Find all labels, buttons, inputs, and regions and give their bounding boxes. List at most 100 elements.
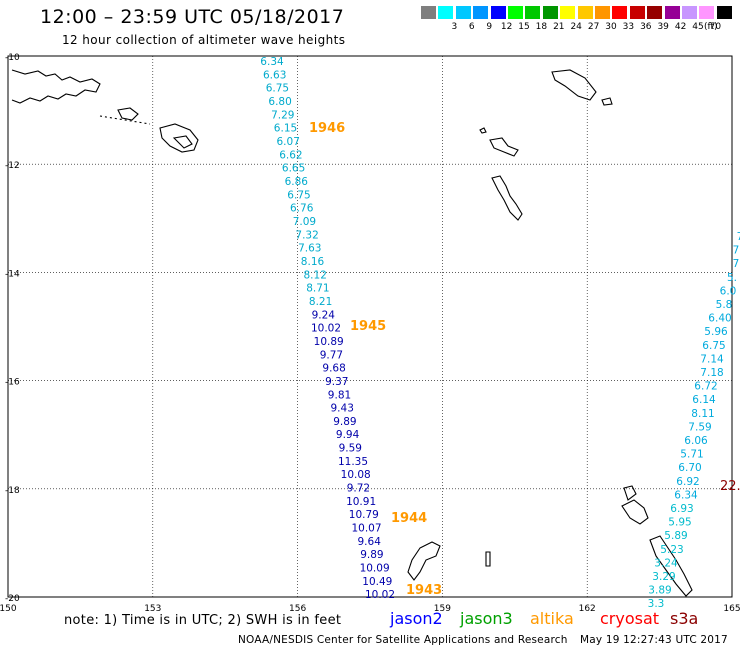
swh-value: 9.94 bbox=[336, 429, 360, 441]
legend-swatch bbox=[490, 6, 506, 19]
swh-value: 7 bbox=[733, 245, 740, 257]
swh-value: 6.86 bbox=[285, 176, 309, 188]
pass-time-label: 1945 bbox=[350, 319, 386, 334]
coastline-solomons-2 bbox=[601, 97, 613, 106]
legend-swatch bbox=[473, 6, 489, 19]
swh-value: 6.14 bbox=[692, 394, 716, 406]
swh-value: 9.89 bbox=[360, 549, 383, 561]
legend-label: 39 bbox=[657, 22, 669, 32]
swh-value: 7.18 bbox=[700, 367, 723, 379]
legend-swatch bbox=[699, 6, 715, 19]
swh-value: 3.3 bbox=[648, 598, 665, 610]
legend-label: 30 bbox=[605, 22, 617, 32]
coastlines bbox=[11, 69, 693, 597]
cryosat-value: 22. bbox=[720, 479, 740, 494]
legend-swatch bbox=[629, 6, 645, 19]
swh-value: 9.77 bbox=[320, 349, 343, 361]
swh-value: 6.62 bbox=[279, 149, 302, 161]
swh-value: 10.07 bbox=[351, 523, 381, 535]
swh-value: 6.80 bbox=[268, 96, 291, 108]
swh-value: 5. bbox=[727, 272, 737, 284]
legend-label: 15 bbox=[518, 22, 530, 32]
swh-value: 8.11 bbox=[691, 408, 714, 420]
swh-value: 5.89 bbox=[664, 530, 687, 542]
lon-tick-label: 165 bbox=[723, 604, 740, 614]
swh-value: 9.72 bbox=[347, 483, 370, 495]
legend-unit: (ft) bbox=[704, 22, 718, 32]
swh-value: 10.89 bbox=[314, 336, 344, 348]
legend-label: 45 bbox=[692, 22, 704, 32]
swh-value: 10.02 bbox=[311, 323, 341, 335]
swh-value: 9.68 bbox=[322, 363, 345, 375]
swh-value: 10.08 bbox=[341, 469, 371, 481]
swh-value: 7.32 bbox=[295, 229, 318, 241]
swh-value: 6.06 bbox=[684, 435, 708, 447]
pass-time-label: 1944 bbox=[391, 511, 427, 526]
swh-value: 7.29 bbox=[271, 109, 294, 121]
swh-value: 7 bbox=[733, 258, 740, 270]
coastline-chesterfield bbox=[407, 541, 441, 581]
coastline-chesterfield-2 bbox=[485, 551, 491, 567]
legend-swatch bbox=[664, 6, 680, 19]
coastline-louisiade-1 bbox=[159, 123, 199, 153]
coastline-dentrecasteaux bbox=[117, 107, 139, 121]
swh-value: 10.49 bbox=[362, 576, 392, 588]
page-title: 12:00 – 23:59 UTC 05/18/2017 bbox=[40, 6, 345, 28]
swh-value: 6.75 bbox=[266, 83, 289, 95]
swh-value: 10.91 bbox=[346, 496, 376, 508]
pass-time-label: 1946 bbox=[309, 121, 345, 136]
coastline-new-caledonia bbox=[623, 485, 637, 501]
credit-text: NOAA/NESDIS Center for Satellite Applica… bbox=[238, 634, 568, 646]
swh-value: 6.07 bbox=[277, 136, 300, 148]
legend-swatch bbox=[525, 6, 541, 19]
swh-value: 9.37 bbox=[325, 376, 348, 388]
coastline-new-guinea-se bbox=[11, 69, 101, 104]
lat-tick-label: -16 bbox=[5, 378, 20, 388]
swh-value: 6.72 bbox=[694, 381, 717, 393]
swh-value: 6.34 bbox=[260, 56, 284, 68]
legend-swatch bbox=[542, 6, 558, 19]
lon-tick-label: 159 bbox=[434, 604, 451, 614]
legend-label: 3 bbox=[451, 22, 458, 32]
lat-tick-label: -14 bbox=[5, 269, 20, 279]
lat-tick-label: -18 bbox=[5, 486, 20, 496]
satellite-s3a: s3a bbox=[670, 609, 699, 628]
legend-swatch bbox=[716, 6, 732, 19]
swh-value: 5.96 bbox=[704, 326, 728, 338]
swh-value: 9.64 bbox=[358, 536, 382, 548]
legend-label: 9 bbox=[486, 22, 493, 32]
footer-note: note: 1) Time is in UTC; 2) SWH is in fe… bbox=[64, 613, 342, 628]
legend-label: 6 bbox=[468, 22, 475, 32]
swh-value: 6.65 bbox=[282, 163, 305, 175]
coastline-santa-cruz bbox=[489, 137, 519, 157]
swh-value: 6.40 bbox=[708, 313, 731, 325]
swh-value: 9.89 bbox=[333, 416, 356, 428]
coastline-new-caledonia-2 bbox=[621, 499, 649, 525]
lon-tick-label: 162 bbox=[579, 604, 596, 614]
swh-value: 9.24 bbox=[312, 309, 336, 321]
swh-value: 3.29 bbox=[652, 571, 675, 583]
swh-value: 7.09 bbox=[293, 216, 316, 228]
swh-value: 7.14 bbox=[700, 353, 724, 365]
coastline-louisiade-2 bbox=[172, 135, 193, 149]
swh-value: 8.21 bbox=[309, 296, 332, 308]
legend-swatch bbox=[438, 6, 454, 19]
coastline-solomons bbox=[551, 69, 597, 101]
swh-value: 3.24 bbox=[654, 557, 678, 569]
coastline-dotted-islands bbox=[99, 115, 151, 125]
lon-tick-label: 150 bbox=[0, 604, 17, 614]
legend-label: 18 bbox=[535, 22, 548, 32]
legend-label: 42 bbox=[674, 22, 687, 32]
swh-value: 10.09 bbox=[360, 563, 390, 575]
swh-value: 7.63 bbox=[298, 243, 321, 255]
legend-swatch bbox=[612, 6, 628, 19]
swh-value: 9.43 bbox=[331, 403, 354, 415]
swh-value: 8.16 bbox=[301, 256, 325, 268]
swh-value: 6.76 bbox=[290, 203, 314, 215]
swh-value: 6.75 bbox=[287, 189, 310, 201]
coastline-new-caledonia-3 bbox=[649, 535, 693, 597]
swh-value: 11.35 bbox=[338, 456, 368, 468]
